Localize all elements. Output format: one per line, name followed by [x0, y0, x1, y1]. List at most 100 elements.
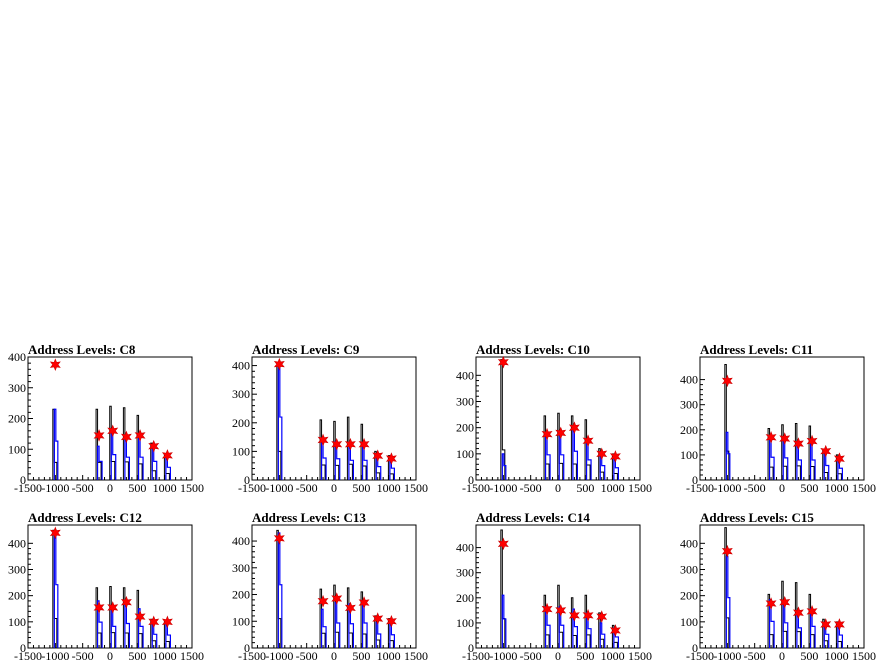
x-tick-label: 0: [107, 481, 113, 495]
y-tick-label: 0: [244, 641, 250, 655]
peak-star-marker: [792, 606, 804, 619]
y-tick-label: 200: [456, 591, 474, 605]
peak-star-marker: [93, 601, 105, 614]
x-tick-label: 0: [555, 649, 561, 663]
peak-star-marker: [555, 426, 567, 440]
blue-hist-bar: [725, 431, 731, 480]
y-tick-label: 300: [8, 381, 26, 395]
peak-star-marker: [358, 437, 370, 451]
blue-hist-bar: [544, 605, 551, 648]
blue-hist-bar: [796, 443, 802, 480]
blue-hist-bar: [796, 610, 802, 648]
blue-hist-bar: [361, 601, 368, 648]
y-tick-label: 0: [20, 473, 26, 487]
blue-hist-bar: [110, 608, 117, 648]
blue-hist-bar: [165, 456, 171, 480]
x-tick-label: 1000: [825, 649, 849, 663]
chart-panel-2: Address Levels: C10 0 100 200 300 400 -1500 -10…: [456, 342, 652, 495]
peak-star-marker: [120, 595, 132, 609]
blue-hist-bar: [137, 437, 144, 480]
peak-star-marker: [49, 526, 61, 540]
chart-title: Address Levels: C14: [476, 510, 590, 525]
chart-panel-4: Address Levels: C12 0 100 200 300 400 -1500 -10…: [8, 510, 204, 663]
peak-star-marker: [779, 432, 791, 445]
x-tick-label: -1000: [489, 649, 517, 663]
chart-title: Address Levels: C8: [28, 342, 136, 357]
y-tick-label: 400: [8, 536, 26, 550]
x-tick-label: 500: [800, 481, 818, 495]
peak-star-marker: [161, 449, 173, 462]
blue-hist-bar: [768, 437, 775, 480]
x-tick-label: 1000: [377, 481, 401, 495]
blue-hist-bar: [501, 594, 507, 648]
blue-hist-bar: [768, 598, 775, 648]
blue-hist-bar: [151, 445, 158, 480]
peak-star-marker: [806, 434, 818, 448]
blue-hist-bar: [544, 433, 551, 480]
y-tick-label: 200: [8, 412, 26, 426]
chart-title: Address Levels: C13: [252, 510, 366, 525]
blue-hist-bar: [110, 433, 117, 480]
y-tick-label: 0: [468, 473, 474, 487]
chart-title: Address Levels: C11: [700, 342, 813, 357]
peak-star-marker: [134, 429, 146, 442]
x-tick-label: -500: [296, 481, 318, 495]
black-hist-bar: [346, 416, 353, 480]
x-tick-label: 0: [331, 649, 337, 663]
x-tick-label: 500: [352, 481, 370, 495]
y-tick-label: 100: [8, 615, 26, 629]
blue-hist-bar: [725, 555, 731, 648]
peak-star-marker: [833, 452, 845, 465]
y-tick-label: 0: [692, 473, 698, 487]
peak-star-marker: [596, 610, 608, 623]
peak-star-marker: [93, 429, 105, 442]
x-tick-label: 1500: [404, 481, 428, 495]
peak-star-marker: [582, 609, 594, 622]
x-tick-label: -500: [520, 481, 542, 495]
x-tick-label: -1500: [686, 649, 714, 663]
y-tick-label: 300: [680, 398, 698, 412]
blue-hist-bar: [124, 437, 130, 480]
blue-hist-bar: [277, 364, 283, 480]
black-hist-bar: [500, 529, 506, 648]
blue-hist-bar: [809, 443, 816, 480]
blue-hist-bar: [53, 532, 59, 648]
blue-hist-bar: [151, 622, 158, 648]
peak-star-marker: [344, 437, 356, 451]
peak-star-marker: [568, 609, 580, 622]
blue-hist-bar: [782, 439, 789, 480]
y-tick-label: 300: [8, 562, 26, 576]
peak-star-marker: [568, 421, 580, 434]
x-tick-label: 0: [331, 481, 337, 495]
blue-hist-bar: [124, 602, 130, 648]
y-tick-label: 100: [8, 442, 26, 456]
peak-star-marker: [596, 447, 608, 461]
blue-hist-bar: [558, 433, 565, 480]
peak-star-marker: [541, 427, 553, 441]
peak-star-marker: [107, 424, 119, 438]
peak-star-marker: [120, 430, 132, 444]
x-tick-label: 500: [128, 649, 146, 663]
x-tick-label: -1000: [713, 481, 741, 495]
x-tick-label: 1500: [404, 649, 428, 663]
chart-panel-5: Address Levels: C13 0 100 200 300 400 -1500 -10…: [232, 510, 428, 663]
peak-star-marker: [779, 595, 791, 609]
blue-hist-bar: [320, 439, 327, 480]
blue-hist-bar: [96, 445, 103, 480]
x-tick-label: 1500: [628, 481, 652, 495]
peak-star-marker: [820, 444, 832, 458]
y-tick-label: 200: [680, 423, 698, 437]
peak-star-marker: [344, 601, 356, 615]
x-tick-label: 1500: [852, 481, 876, 495]
peak-star-marker: [273, 357, 285, 371]
blue-hist-bar: [613, 457, 619, 480]
blue-hist-bar: [501, 453, 507, 480]
x-tick-label: 1000: [825, 481, 849, 495]
peak-star-marker: [317, 594, 329, 608]
chart-title: Address Levels: C15: [700, 510, 814, 525]
x-tick-label: -1500: [462, 649, 490, 663]
x-tick-label: -1500: [238, 481, 266, 495]
peak-star-marker: [609, 450, 621, 463]
peak-star-marker: [820, 618, 832, 631]
y-tick-label: 200: [8, 589, 26, 603]
